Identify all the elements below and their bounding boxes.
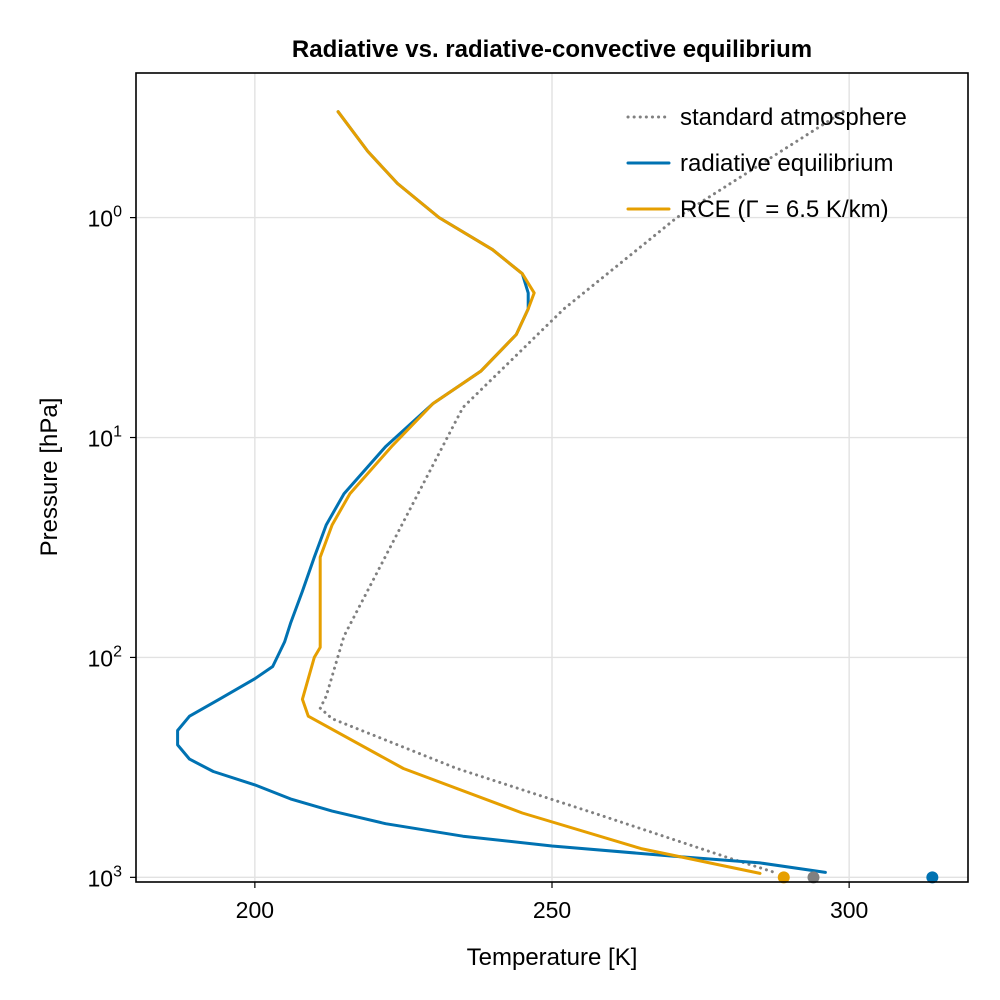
standard-atmosphere-line — [318, 110, 845, 875]
x-tick-label: 250 — [533, 897, 571, 923]
surface-temperature-marker — [777, 871, 790, 884]
plot-series — [176, 110, 845, 875]
y-tick-label: 101 — [88, 424, 123, 452]
radiative-equilibrium-line — [176, 110, 827, 874]
legend: standard atmosphere radiative equilibrium… — [626, 104, 907, 223]
chart-title: Radiative vs. radiative-convective equil… — [292, 36, 812, 63]
y-axis-label: Pressure [hPa] — [36, 398, 63, 557]
surface-markers — [777, 871, 939, 884]
x-tick-label: 200 — [236, 897, 274, 923]
surface-temperature-marker — [807, 871, 820, 884]
y-tick-label: 102 — [88, 643, 123, 671]
legend-entry-label: radiative equilibrium — [680, 150, 893, 177]
grid — [136, 73, 968, 882]
legend-entry-label: standard atmosphere — [680, 104, 907, 131]
y-axis-ticks: 100 101 102 103 — [88, 204, 136, 891]
x-axis-ticks: 200 250 300 — [236, 882, 868, 923]
surface-temperature-marker — [926, 871, 939, 884]
y-tick-label: 100 — [88, 204, 123, 232]
rce-6-5-k-km-line — [300, 110, 762, 875]
legend-entry-label: RCE (Γ = 6.5 K/km) — [680, 196, 889, 223]
x-axis-label: Temperature [K] — [467, 944, 638, 971]
y-tick-label: 103 — [88, 863, 123, 891]
x-tick-label: 300 — [830, 897, 868, 923]
